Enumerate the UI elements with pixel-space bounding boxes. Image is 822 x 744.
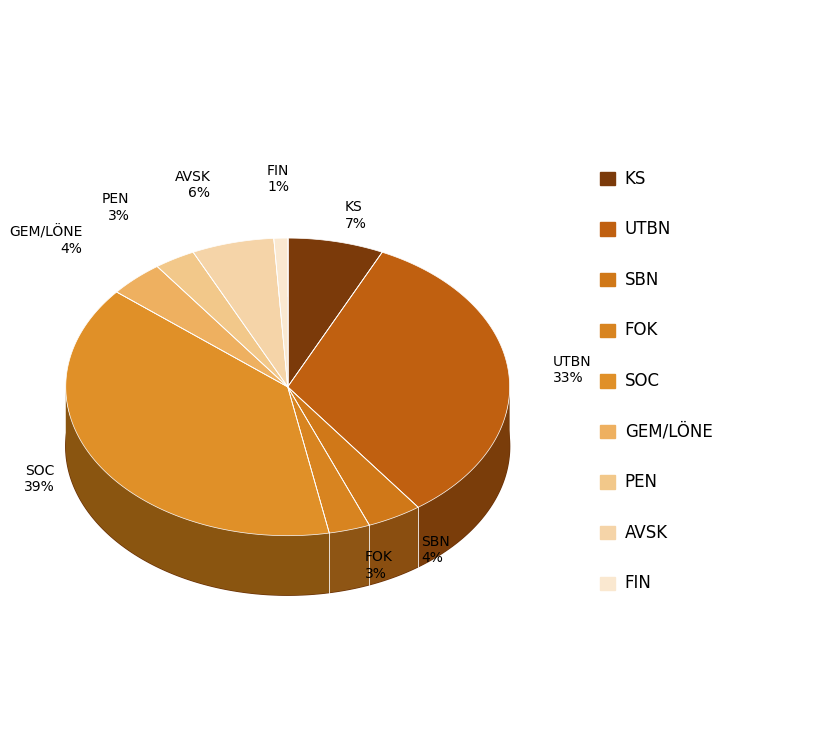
Polygon shape xyxy=(274,238,288,387)
Text: UTBN
33%: UTBN 33% xyxy=(553,355,592,385)
Bar xyxy=(600,577,615,590)
Bar xyxy=(600,475,615,489)
Polygon shape xyxy=(157,252,288,387)
Text: GEM/LÖNE: GEM/LÖNE xyxy=(625,423,713,440)
Polygon shape xyxy=(418,388,510,567)
Polygon shape xyxy=(330,525,369,592)
Text: UTBN: UTBN xyxy=(625,220,671,238)
Bar xyxy=(600,172,615,185)
Text: KS
7%: KS 7% xyxy=(345,200,367,231)
Bar xyxy=(600,425,615,438)
Polygon shape xyxy=(117,266,288,387)
Text: KS: KS xyxy=(625,170,646,187)
Bar xyxy=(600,273,615,286)
Polygon shape xyxy=(66,388,330,595)
Text: PEN: PEN xyxy=(625,473,658,491)
Text: FOK
3%: FOK 3% xyxy=(365,551,393,580)
Text: SOC: SOC xyxy=(625,372,660,390)
Text: FIN
1%: FIN 1% xyxy=(267,164,289,193)
Polygon shape xyxy=(369,507,418,585)
Bar xyxy=(600,526,615,539)
Text: FIN: FIN xyxy=(625,574,652,592)
Polygon shape xyxy=(66,298,510,595)
Text: AVSK
6%: AVSK 6% xyxy=(174,170,210,200)
Bar xyxy=(600,324,615,337)
Polygon shape xyxy=(193,238,288,387)
Text: GEM/LÖNE
4%: GEM/LÖNE 4% xyxy=(9,225,82,256)
Polygon shape xyxy=(288,387,369,533)
Polygon shape xyxy=(288,252,510,507)
Bar xyxy=(600,374,615,388)
Text: SOC
39%: SOC 39% xyxy=(24,464,54,495)
Text: SBN
4%: SBN 4% xyxy=(422,535,450,565)
Text: PEN
3%: PEN 3% xyxy=(102,193,130,222)
Text: FOK: FOK xyxy=(625,321,658,339)
Text: AVSK: AVSK xyxy=(625,524,667,542)
Polygon shape xyxy=(288,238,382,387)
Bar xyxy=(600,222,615,236)
Polygon shape xyxy=(288,387,418,525)
Text: SBN: SBN xyxy=(625,271,659,289)
Polygon shape xyxy=(66,292,330,536)
